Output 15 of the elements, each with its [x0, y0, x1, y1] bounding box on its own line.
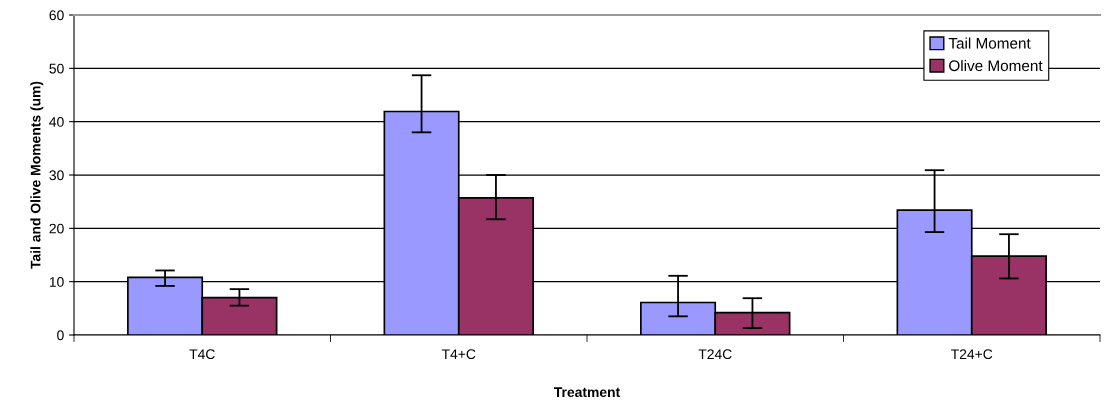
- x-tick-label: T4+C: [441, 349, 476, 360]
- y-tick-label: 0: [57, 330, 64, 341]
- y-tick-label: 50: [49, 63, 64, 74]
- x-tick-label: T4C: [189, 349, 215, 360]
- x-tick-label: T24+C: [951, 349, 993, 360]
- x-tick-label: T24C: [698, 349, 732, 360]
- legend-label: Olive Moment: [949, 59, 1043, 72]
- y-tick-label: 10: [49, 277, 64, 287]
- y-axis-title: Tail and Olive Moments (um): [30, 81, 44, 269]
- legend-label: Tail Moment: [948, 37, 1031, 49]
- y-tick-label: 30: [49, 170, 64, 181]
- x-axis-title: Treatment: [553, 387, 621, 398]
- y-tick-label: 60: [49, 10, 64, 21]
- y-tick-label: 20: [49, 223, 64, 234]
- y-tick-label: 40: [49, 117, 64, 127]
